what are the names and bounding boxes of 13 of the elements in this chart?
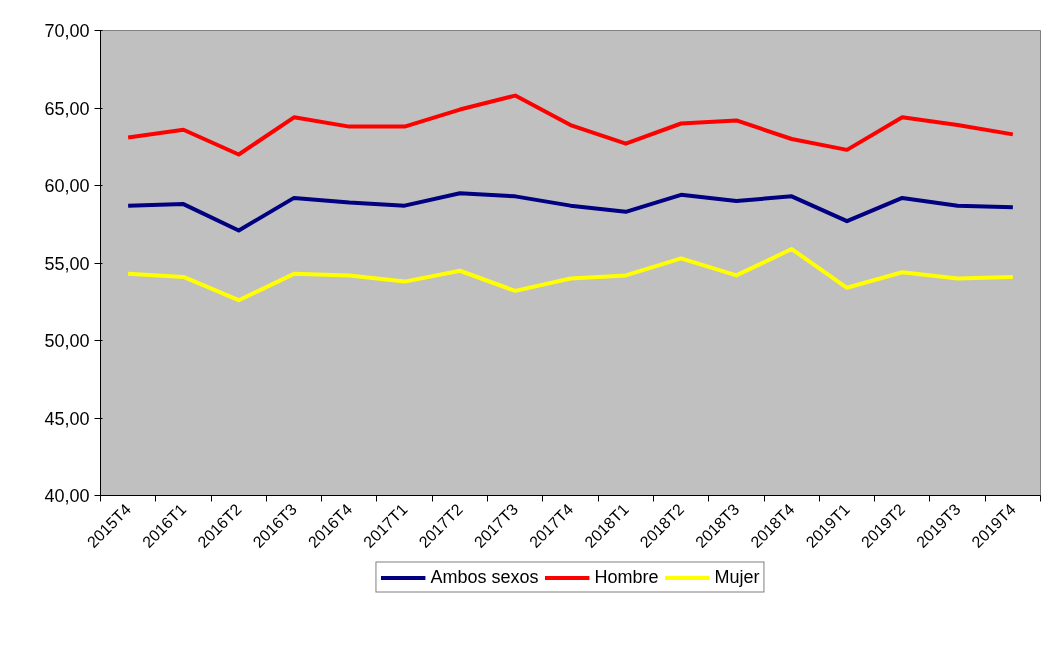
- line-series: [126, 191, 1015, 233]
- y-tick-label: 55,00: [44, 253, 90, 274]
- legend-label: Hombre: [594, 566, 659, 588]
- y-tick-label: 45,00: [44, 408, 90, 429]
- y-tick-label: 65,00: [44, 98, 90, 119]
- y-tick-label: 60,00: [44, 176, 90, 196]
- y-tick-label: 50,00: [44, 331, 90, 351]
- line-series: [126, 93, 1015, 157]
- legend-label: Mujer: [714, 566, 760, 588]
- y-tick-label: 70,00: [44, 21, 90, 41]
- legend-label: Ambos sexos: [430, 566, 539, 588]
- line-series: [126, 247, 1015, 303]
- y-tick-label: 40,00: [44, 486, 90, 506]
